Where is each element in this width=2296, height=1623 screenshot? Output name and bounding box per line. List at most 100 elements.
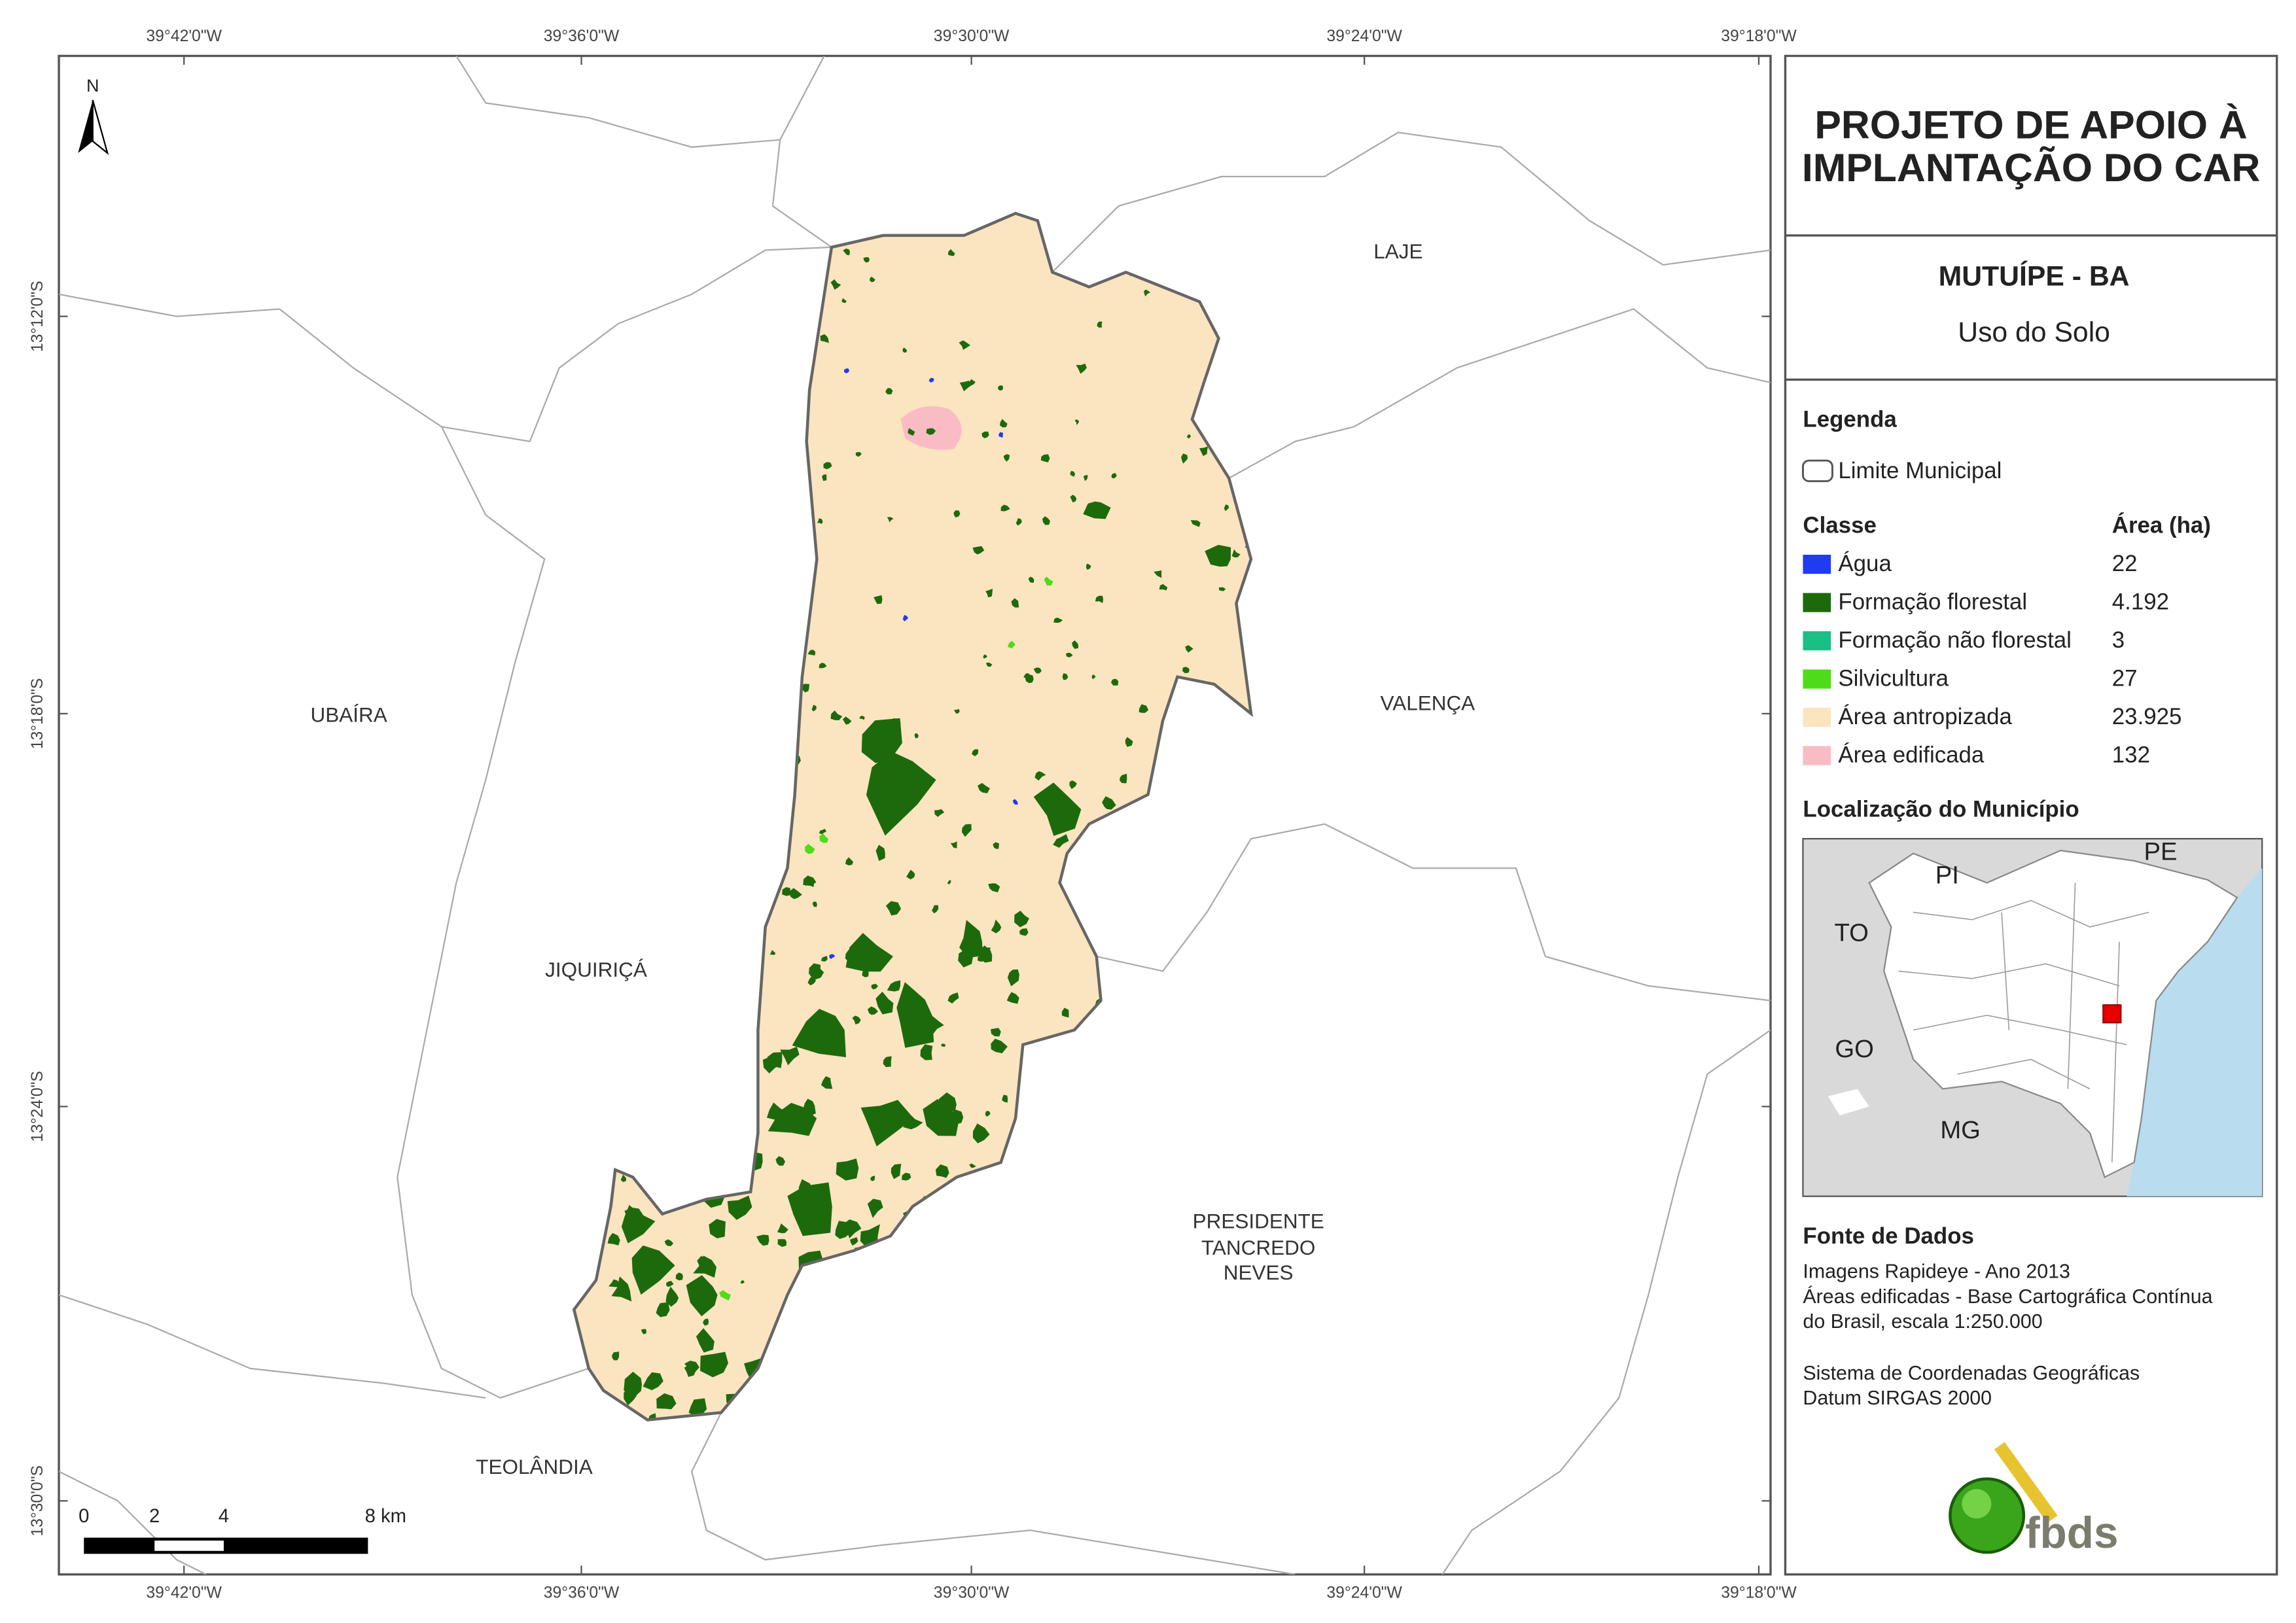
boundary-line	[59, 1471, 207, 1575]
land-patch	[740, 1280, 745, 1284]
land-patch	[906, 869, 915, 880]
municipal-boundaries	[1898, 882, 2149, 1162]
land-patch	[874, 595, 883, 604]
lat-label: 13°30'0"S	[29, 1465, 46, 1537]
legend-swatch	[1803, 593, 1831, 612]
land-patch	[1181, 453, 1188, 464]
land-patch	[923, 1099, 960, 1136]
place-label: NEVES	[1224, 1261, 1294, 1284]
land-patch	[1019, 928, 1029, 936]
boundary-line	[1051, 131, 1771, 273]
land-patch	[842, 716, 852, 725]
land-patch	[885, 388, 893, 394]
land-patch	[1028, 576, 1034, 583]
land-patch	[850, 1237, 858, 1246]
lon-label: 39°18'0"W	[1721, 1584, 1797, 1602]
lon-label: 39°24'0"W	[1326, 1584, 1402, 1602]
land-patch	[1061, 1007, 1069, 1018]
land-patch	[1053, 834, 1069, 848]
land-patch	[961, 824, 972, 837]
land-patch	[777, 1223, 788, 1234]
land-patch	[665, 1286, 679, 1307]
land-patch	[1224, 504, 1229, 512]
logo: fbds	[1949, 1442, 2119, 1558]
land-patch	[1186, 434, 1191, 439]
title-line: IMPLANTAÇÃO DO CAR	[1802, 145, 2260, 190]
land-patch	[609, 1279, 620, 1287]
land-patch	[969, 379, 976, 386]
land-patch	[768, 1102, 817, 1136]
lon-label: 39°42'0"W	[146, 1584, 222, 1602]
land-patch	[875, 991, 894, 1015]
lon-label: 39°36'0"W	[544, 1584, 620, 1602]
land-patch	[823, 462, 832, 470]
state-label: PI	[1935, 862, 1959, 890]
land-patch	[914, 733, 919, 739]
land-patch	[756, 1234, 769, 1246]
boundary-line	[455, 56, 832, 248]
place-label: TEOLÂNDIA	[476, 1455, 592, 1478]
scale-label: 8 km	[365, 1506, 406, 1527]
land-patch	[1182, 667, 1190, 674]
land-patch	[1111, 473, 1117, 479]
side-panel	[1784, 54, 2278, 1576]
state-label: MG	[1940, 1116, 1981, 1144]
legend-area: 3	[2112, 627, 2125, 653]
land-patch	[991, 1038, 1008, 1054]
land-patch	[902, 347, 908, 353]
source-line: Datum SIRGAS 2000	[1803, 1387, 1992, 1409]
land-patch	[819, 828, 827, 835]
land-patch	[1003, 454, 1010, 462]
title-line: PROJETO DE APOIO À	[1814, 103, 2247, 147]
sources-title: Fonte de Dados	[1803, 1223, 1973, 1249]
land-patch	[983, 654, 988, 659]
land-patch	[841, 298, 847, 304]
land-patch	[1002, 1094, 1008, 1103]
lon-label: 39°42'0"W	[146, 27, 222, 45]
land-patch	[767, 1052, 783, 1068]
land-patch	[1102, 796, 1116, 810]
land-patch	[821, 1076, 833, 1089]
locator-map: PI PE TO GO MG	[1802, 838, 2263, 1197]
place-label: TANCREDO	[1201, 1236, 1315, 1259]
land-patch	[624, 1387, 637, 1406]
land-patch	[807, 977, 816, 986]
land-patch	[1159, 584, 1168, 591]
legend-area: 23.925	[2112, 704, 2182, 729]
land-patch	[843, 248, 851, 256]
land-patch	[820, 334, 829, 343]
land-patch	[829, 954, 836, 960]
land-patch	[1012, 799, 1018, 805]
lon-label: 39°18'0"W	[1721, 27, 1797, 45]
land-patch	[991, 919, 1002, 934]
land-patch	[822, 474, 827, 481]
land-patch	[1074, 419, 1080, 425]
land-patch	[1016, 517, 1022, 526]
land-patch	[1033, 667, 1042, 674]
legend-swatch	[1803, 707, 1831, 727]
land-patch	[860, 1100, 914, 1147]
land-patch	[871, 983, 878, 990]
land-patch	[819, 662, 827, 669]
land-patch	[1111, 678, 1119, 686]
legend-swatch	[1803, 746, 1831, 765]
land-patch	[777, 1239, 787, 1248]
municipality-name: MUTUÍPE - BA	[1939, 260, 2130, 292]
land-patch	[1007, 969, 1019, 986]
lat-label: 13°12'0"S	[29, 281, 46, 352]
land-patch	[1072, 640, 1079, 649]
source-line: Áreas edificadas - Base Cartográfica Con…	[1803, 1286, 2212, 1308]
land-patch	[643, 1372, 663, 1391]
ocean	[2127, 868, 2263, 1196]
land-patch	[666, 1281, 674, 1287]
land-patch	[1025, 674, 1034, 684]
land-patch	[1218, 587, 1226, 591]
land-patch	[696, 1328, 715, 1353]
land-patch	[891, 1163, 902, 1179]
land-patch	[948, 249, 955, 256]
land-patch	[811, 705, 817, 712]
land-patch	[947, 880, 951, 885]
land-patch	[969, 1163, 976, 1168]
legend-swatch	[1803, 631, 1831, 651]
boundary-line	[779, 56, 825, 141]
